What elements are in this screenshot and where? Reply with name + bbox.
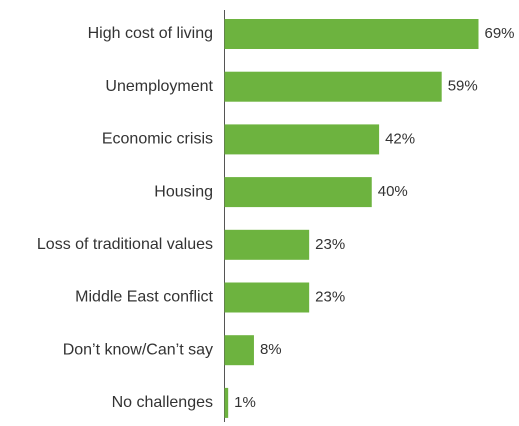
value-labels-group: 69% 59% 42% 40% 23% 23% 8% 1%: [234, 25, 514, 411]
bar-4: [224, 229, 310, 260]
bar-7: [224, 387, 229, 418]
category-labels-group: High cost of living Unemployment Economic …: [37, 25, 214, 411]
category-label-1: Unemployment: [105, 78, 213, 95]
value-label-6: 8%: [260, 341, 282, 358]
category-label-0: High cost of living: [88, 25, 213, 42]
bars-group: [224, 19, 479, 418]
category-label-3: Housing: [154, 183, 213, 200]
value-label-0: 69%: [485, 25, 515, 42]
value-label-2: 42%: [385, 130, 415, 147]
category-label-7: No challenges: [112, 394, 213, 411]
value-label-7: 1%: [234, 394, 256, 411]
bar-1: [224, 71, 442, 102]
bar-3: [224, 177, 372, 208]
bar-6: [224, 335, 254, 366]
category-label-5: Middle East conflict: [75, 289, 213, 306]
value-label-4: 23%: [315, 236, 345, 253]
category-label-4: Loss of traditional values: [37, 236, 213, 253]
category-label-2: Economic crisis: [102, 131, 213, 148]
bar-0: [224, 19, 479, 49]
value-label-3: 40%: [378, 183, 408, 200]
category-label-6: Don’t know/Can’t say: [63, 341, 213, 358]
value-label-1: 59%: [448, 78, 478, 95]
bar-2: [224, 124, 380, 155]
value-label-5: 23%: [315, 288, 345, 305]
bar-5: [224, 282, 310, 313]
